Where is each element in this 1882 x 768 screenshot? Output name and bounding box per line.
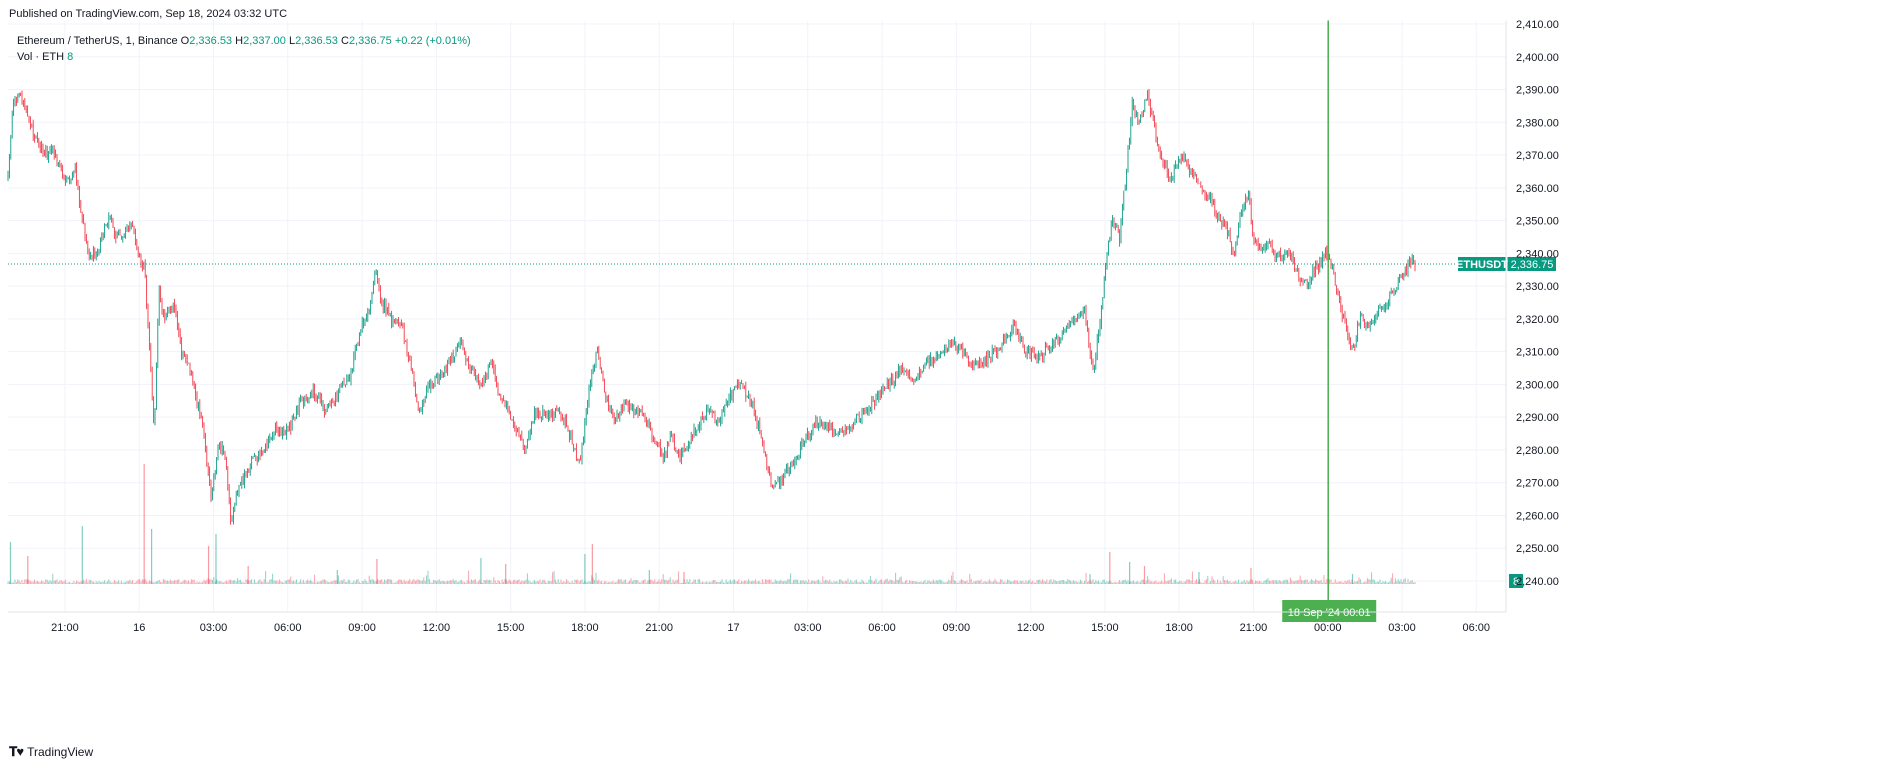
high-label: H [235, 35, 244, 47]
y-tick-label: 2,270.00 [1516, 478, 1559, 490]
x-tick-label: 09:00 [348, 622, 376, 634]
symbol-title: Ethereum / TetherUS, 1, Binance [17, 35, 178, 47]
x-tick-label: 12:00 [423, 622, 451, 634]
x-tick-label: 18:00 [1165, 622, 1193, 634]
x-tick-label: 06:00 [274, 622, 302, 634]
volume-legend-line: Vol · ETH 8 [17, 49, 471, 65]
y-tick-label: 2,250.00 [1516, 543, 1559, 555]
y-tick-label: 2,360.00 [1516, 183, 1559, 195]
last-price-value: 2,336.75 [1511, 259, 1554, 271]
last-price-ticker: ETHUSDT [1456, 259, 1508, 271]
y-tick-label: 2,330.00 [1516, 281, 1559, 293]
y-tick-label: 2,320.00 [1516, 314, 1559, 326]
volume-badge [1509, 574, 1523, 588]
volume-label: Vol · ETH [17, 51, 65, 63]
volume-bars [7, 464, 1416, 584]
y-tick-label: 2,390.00 [1516, 85, 1559, 97]
y-tick-label: 2,240.00 [1516, 576, 1559, 588]
chart-legend: Ethereum / TetherUS, 1, Binance O2,336.5… [17, 33, 471, 65]
y-tick-label: 2,290.00 [1516, 412, 1559, 424]
footer-brand-label: TradingView [27, 745, 94, 759]
y-tick-label: 2,370.00 [1516, 150, 1559, 162]
x-tick-label: 06:00 [1463, 622, 1491, 634]
change-value: +0.22 (+0.01%) [394, 35, 471, 47]
x-tick-label: 03:00 [200, 622, 228, 634]
low-value: 2,336.53 [295, 35, 338, 47]
x-tick-label: 03:00 [1388, 622, 1416, 634]
chart-grid [8, 20, 1506, 612]
x-tick-label: 03:00 [794, 622, 822, 634]
ohlc-legend-line: Ethereum / TetherUS, 1, Binance O2,336.5… [17, 33, 471, 49]
open-label: O [180, 35, 190, 47]
y-tick-label: 2,340.00 [1516, 248, 1559, 260]
footer-brand[interactable]: 𝐓♥ TradingView [9, 744, 93, 760]
x-tick-label: 15:00 [497, 622, 525, 634]
y-tick-label: 2,310.00 [1516, 347, 1559, 359]
candlestick-series [7, 89, 1416, 525]
chart-axes: 2,410.00 2,400.00 2,390.00 2,380.00 2,370.00… [8, 19, 1882, 634]
published-caption: Published on TradingView.com, Sep 18, 20… [9, 8, 288, 20]
x-tick-label: 09:00 [943, 622, 971, 634]
low-label: L [288, 35, 296, 47]
crosshair-time-label: 18 Sep '24 00:01 [1288, 607, 1371, 619]
x-tick-label: 15:00 [1091, 622, 1119, 634]
close-label: C [340, 35, 349, 47]
crosshair-time-tag [1282, 600, 1377, 622]
x-tick-label: 06:00 [868, 622, 896, 634]
x-tick-label: 18:00 [571, 622, 599, 634]
high-value: 2,337.00 [243, 35, 286, 47]
y-tick-label: 2,300.00 [1516, 379, 1559, 391]
y-tick-label: 2,400.00 [1516, 52, 1559, 64]
x-tick-label: 21:00 [1240, 622, 1268, 634]
y-tick-label: 2,410.00 [1516, 19, 1559, 31]
x-tick-label: 12:00 [1017, 622, 1045, 634]
x-tick-label: 17 [727, 622, 739, 634]
y-tick-label: 2,260.00 [1516, 510, 1559, 522]
x-tick-label: 00:00 [1314, 622, 1342, 634]
y-tick-label: 2,280.00 [1516, 445, 1559, 457]
tradingview-logo-icon: 𝐓♥ [9, 744, 24, 759]
close-value: 2,336.75 [348, 35, 392, 47]
x-tick-label: 21:00 [645, 622, 673, 634]
x-tick-label: 21:00 [51, 622, 79, 634]
x-tick-label: 16 [133, 622, 145, 634]
volume-badge-value: 8 [1513, 576, 1519, 588]
volume-value: 8 [67, 51, 74, 63]
open-value: 2,336.53 [189, 35, 233, 47]
y-tick-label: 2,380.00 [1516, 117, 1559, 129]
y-tick-label: 2,350.00 [1516, 216, 1559, 228]
